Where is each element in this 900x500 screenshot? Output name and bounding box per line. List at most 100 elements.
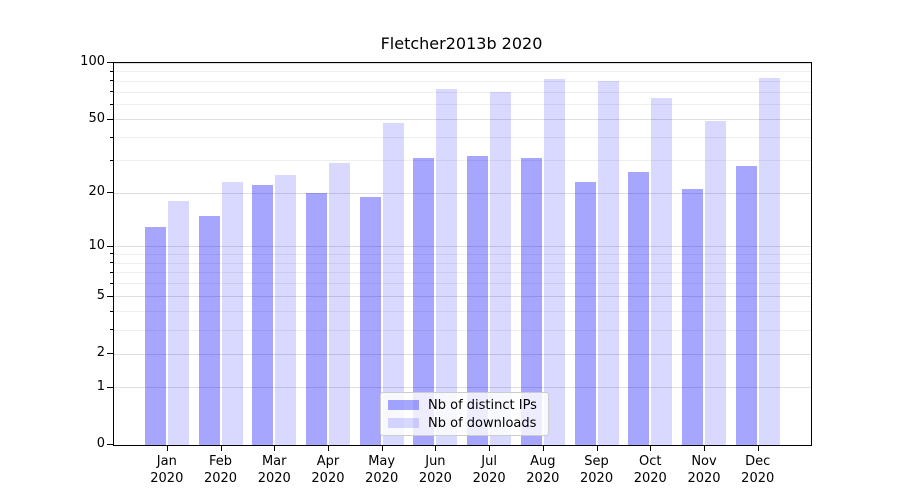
x-axis-tick-label: Sep 2020 [569, 453, 625, 487]
x-axis-tick-label: May 2020 [354, 453, 410, 487]
minor-gridline [114, 104, 811, 106]
x-label-month: Jan [156, 454, 177, 469]
bar-distinct-ips [359, 197, 381, 445]
bar-downloads [436, 88, 458, 445]
y-axis-major-tick [107, 62, 113, 63]
bar-distinct-ips [467, 155, 489, 445]
bar-distinct-ips [628, 172, 650, 445]
y-axis-tick-label: 50 [88, 110, 105, 126]
bar-downloads [597, 81, 619, 445]
bar-downloads [167, 201, 189, 445]
y-axis-tick-label: 2 [96, 345, 105, 361]
bar-downloads [543, 79, 565, 445]
y-axis-minor-tick [110, 91, 113, 93]
bar-distinct-ips [735, 166, 757, 445]
x-axis-tick [327, 446, 329, 451]
bar-distinct-ips [252, 185, 274, 445]
y-axis-minor-tick [110, 310, 113, 312]
bar-downloads [328, 163, 350, 445]
minor-gridline [114, 311, 811, 313]
y-axis-major-tick [107, 192, 113, 193]
major-gridline [114, 192, 811, 194]
y-axis-major-tick [107, 386, 113, 388]
legend: Nb of distinct IPs Nb of downloads [380, 392, 549, 436]
y-axis-tick-label: 1 [96, 378, 105, 394]
legend-label-distinct-ips: Nb of distinct IPs [428, 397, 537, 413]
x-axis-tick [542, 446, 544, 451]
y-axis-tick-label: 5 [96, 287, 105, 303]
x-label-year: 2020 [580, 471, 614, 486]
major-gridline [114, 296, 811, 298]
y-axis-tick-label: 20 [88, 184, 105, 199]
minor-gridline [114, 283, 811, 285]
x-axis-tick-label: Apr 2020 [300, 453, 356, 487]
x-label-month: Jun [425, 454, 446, 469]
y-axis-tick-label: 0 [96, 436, 105, 451]
bar-distinct-ips [413, 158, 435, 445]
x-label-month: Dec [745, 454, 771, 469]
major-gridline [114, 353, 811, 355]
x-axis-tick-label: Jul 2020 [461, 453, 517, 487]
x-label-month: May [368, 454, 396, 469]
major-gridline [114, 246, 811, 248]
x-axis-tick-label: Aug 2020 [515, 453, 571, 487]
legend-swatch-distinct-ips [388, 400, 419, 410]
y-axis-minor-tick [110, 103, 113, 105]
x-label-month: Aug [530, 454, 556, 469]
bar-downloads [705, 121, 726, 445]
x-axis-tick [704, 446, 705, 451]
y-axis-minor-tick [110, 253, 113, 255]
x-axis-tick [381, 446, 383, 451]
legend-label-downloads: Nb of downloads [428, 415, 537, 431]
x-axis-tick-label: Dec 2020 [730, 453, 786, 487]
x-label-year: 2020 [257, 471, 291, 486]
x-label-year: 2020 [365, 471, 399, 486]
bar-distinct-ips [144, 226, 166, 445]
y-axis-minor-tick [110, 70, 113, 72]
x-label-month: Feb [209, 454, 233, 469]
bar-distinct-ips [574, 181, 596, 445]
x-label-year: 2020 [311, 471, 345, 486]
x-axis-tick [489, 446, 491, 451]
x-axis-tick-label: Jan 2020 [139, 453, 195, 487]
x-label-year: 2020 [633, 471, 667, 486]
x-label-month: Apr [316, 454, 340, 469]
legend-swatch-downloads [388, 418, 419, 428]
x-label-month: Nov [691, 454, 717, 469]
y-axis-minor-tick [110, 80, 113, 82]
x-axis-tick [757, 446, 759, 451]
x-label-year: 2020 [526, 471, 560, 486]
bar-downloads [758, 78, 780, 445]
x-label-year: 2020 [418, 471, 452, 486]
major-gridline [114, 62, 811, 64]
y-axis-major-tick [107, 444, 113, 445]
x-label-month: Mar [261, 454, 287, 469]
bar-downloads [490, 92, 512, 445]
bar-downloads [221, 181, 243, 445]
x-label-month: Oct [639, 454, 662, 469]
x-axis-tick [274, 446, 276, 451]
x-axis-tick-label: Nov 2020 [676, 453, 732, 487]
y-axis-major-tick [107, 295, 113, 297]
bar-downloads [382, 122, 404, 445]
minor-gridline [114, 253, 811, 255]
x-axis-tick [220, 446, 222, 451]
minor-gridline [114, 91, 811, 93]
bar-distinct-ips [305, 193, 327, 445]
x-axis-tick [650, 446, 652, 451]
bar-distinct-ips [682, 189, 703, 445]
bar-downloads [275, 175, 297, 445]
x-axis-tick [596, 446, 598, 451]
minor-gridline [114, 160, 811, 162]
minor-gridline [114, 71, 811, 73]
y-axis-minor-tick [110, 329, 113, 331]
y-axis-major-tick [107, 353, 113, 355]
plot-area [113, 62, 812, 446]
x-axis-tick [435, 446, 437, 451]
minor-gridline [114, 137, 811, 139]
major-gridline [114, 387, 811, 389]
x-axis-tick-label: Oct 2020 [622, 453, 678, 487]
legend-item-distinct-ips: Nb of distinct IPs [388, 398, 544, 413]
y-axis-minor-tick [110, 159, 113, 161]
minor-gridline [114, 272, 811, 274]
